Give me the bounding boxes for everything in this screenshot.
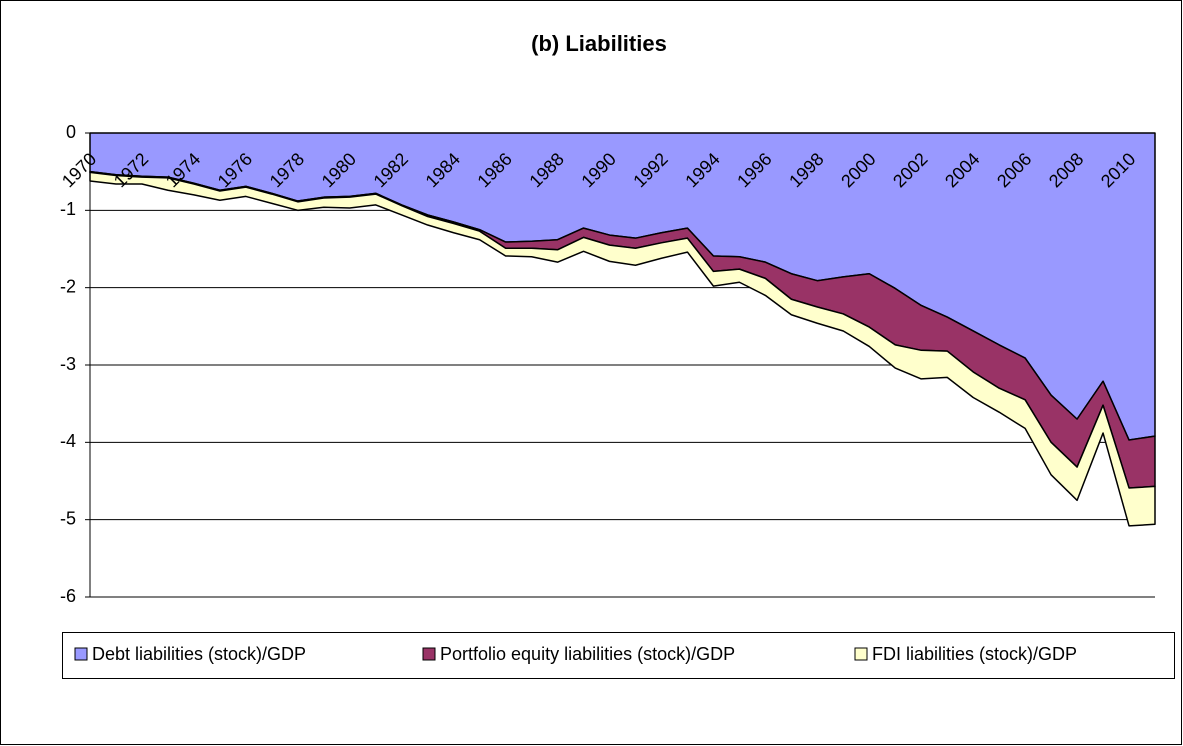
legend-swatch — [74, 647, 88, 661]
area — [89, 171, 1156, 527]
y-tick-label: 0 — [66, 122, 76, 142]
legend-swatch — [422, 647, 436, 661]
legend-swatch — [854, 647, 868, 661]
y-tick-label: -2 — [60, 276, 76, 296]
legend-box — [62, 632, 1175, 679]
legend-label: Portfolio equity liabilities (stock)/GDP — [440, 644, 735, 664]
y-tick-label: -5 — [60, 508, 76, 528]
chart-title: (b) Liabilities — [531, 31, 667, 56]
y-tick-label: -3 — [60, 354, 76, 374]
legend-label: Debt liabilities (stock)/GDP — [92, 644, 306, 664]
y-tick-label: -4 — [60, 431, 76, 451]
legend-label: FDI liabilities (stock)/GDP — [872, 644, 1077, 664]
y-tick-label: -1 — [60, 199, 76, 219]
y-tick-label: -6 — [60, 586, 76, 606]
